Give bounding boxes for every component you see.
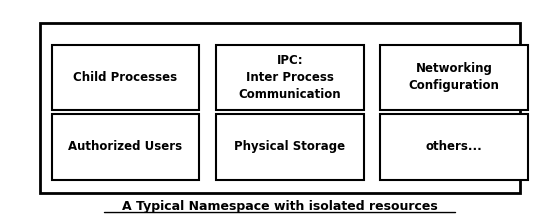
- Text: others...: others...: [426, 140, 483, 153]
- Text: A Typical Namespace with isolated resources: A Typical Namespace with isolated resour…: [122, 200, 438, 213]
- FancyBboxPatch shape: [380, 114, 528, 180]
- Text: Authorized Users: Authorized Users: [68, 140, 183, 153]
- Text: Networking
Configuration: Networking Configuration: [409, 62, 500, 92]
- FancyBboxPatch shape: [52, 45, 199, 110]
- FancyBboxPatch shape: [380, 45, 528, 110]
- FancyBboxPatch shape: [52, 114, 199, 180]
- FancyBboxPatch shape: [216, 114, 363, 180]
- Text: Physical Storage: Physical Storage: [234, 140, 346, 153]
- FancyBboxPatch shape: [40, 23, 520, 192]
- FancyBboxPatch shape: [216, 45, 363, 110]
- Text: Child Processes: Child Processes: [73, 71, 178, 84]
- Text: IPC:
Inter Process
Communication: IPC: Inter Process Communication: [239, 54, 341, 101]
